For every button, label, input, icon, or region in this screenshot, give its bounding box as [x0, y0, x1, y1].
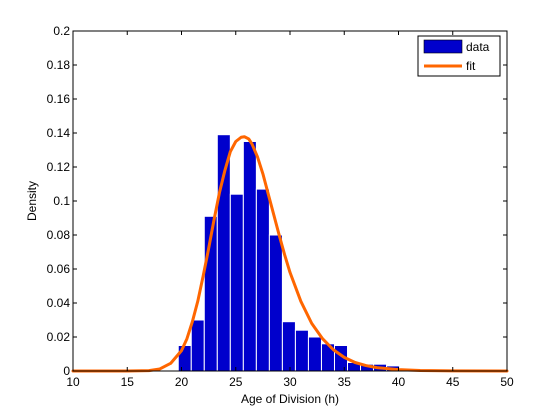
x-tick-label: 45 [446, 375, 460, 389]
y-tick-label: 0.18 [47, 58, 71, 72]
histogram-bar [307, 336, 322, 372]
y-axis-label: Density [25, 181, 39, 221]
y-axis-ticks: 0 0.02 0.04 0.06 0.08 0.1 0.12 0.14 0.16 0.18 0.2 [47, 24, 507, 378]
x-tick-label: 20 [175, 375, 189, 389]
y-tick-label: 0 [63, 364, 70, 378]
x-tick-label: 35 [338, 375, 352, 389]
y-tick-label: 0.02 [47, 330, 71, 344]
legend-data-swatch [423, 39, 463, 54]
histogram-bar [268, 234, 283, 372]
histogram-bar [294, 329, 309, 372]
y-tick-label: 0.12 [47, 160, 71, 174]
histogram-bar [281, 321, 296, 372]
y-tick-label: 0.16 [47, 92, 71, 106]
x-tick-label: 30 [283, 375, 297, 389]
y-tick-label: 0.06 [47, 262, 71, 276]
histogram-bar [242, 141, 257, 372]
x-tick-label: 10 [66, 375, 80, 389]
x-axis-ticks: 10 15 20 25 30 35 40 45 50 [66, 31, 514, 389]
x-tick-label: 50 [500, 375, 514, 389]
y-tick-label: 0.08 [47, 228, 71, 242]
y-tick-label: 0.14 [47, 126, 71, 140]
y-tick-label: 0.2 [53, 24, 70, 38]
y-tick-label: 0.04 [47, 296, 71, 310]
histogram-bar [229, 193, 244, 372]
x-tick-label: 15 [121, 375, 135, 389]
x-tick-label: 40 [392, 375, 406, 389]
y-tick-label: 0.1 [53, 194, 70, 208]
histogram-bar [255, 188, 270, 372]
plot-area [73, 31, 507, 371]
x-tick-label: 25 [229, 375, 243, 389]
histogram-bar [177, 345, 192, 372]
legend-fit-label: fit [466, 59, 476, 73]
fit-curve-layer [71, 135, 509, 373]
x-axis-label: Age of Division (h) [241, 392, 339, 406]
legend-data-label: data [466, 40, 490, 54]
legend: data fit [417, 35, 501, 77]
fit-curve [71, 135, 509, 373]
histogram-bar [190, 319, 205, 372]
